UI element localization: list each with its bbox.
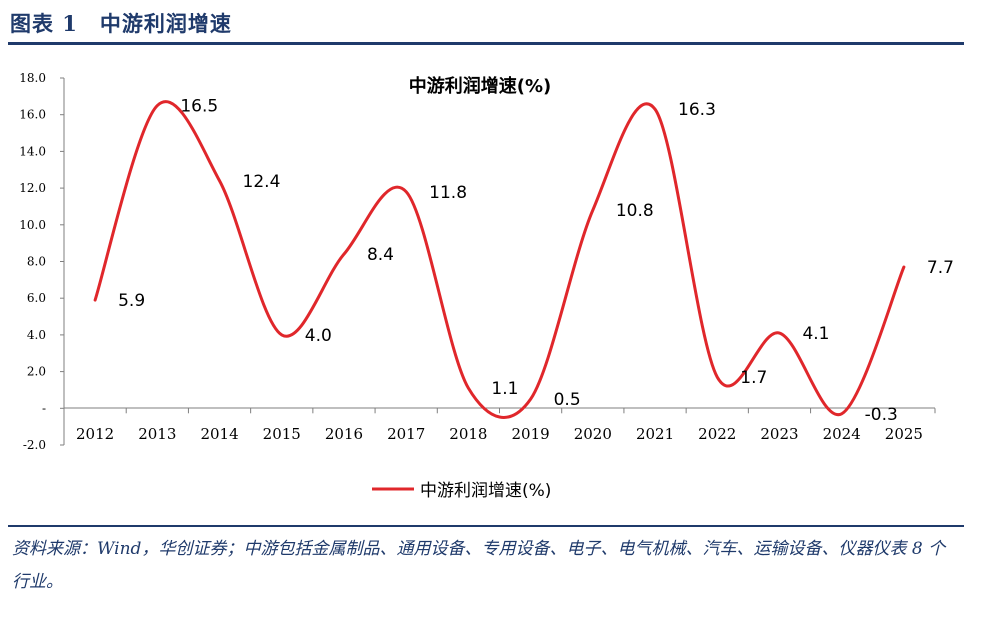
data-label: 4.1 (802, 324, 829, 344)
y-tick-label: 14.0 (19, 144, 46, 158)
x-tick-label: 2014 (200, 425, 238, 443)
data-label: 5.9 (118, 291, 145, 311)
source-note: 资料来源：Wind，华创证券；中游包括金属制品、通用设备、专用设备、电子、电气机… (12, 539, 946, 592)
data-point (654, 108, 656, 110)
line-chart: 中游利润增速(%) 18.0 16.0 14.0 12.0 10.0 8.0 6.0 4.0 2… (19, 71, 954, 501)
data-label: 1.1 (491, 379, 518, 399)
y-tick-label: -2.0 (23, 438, 46, 452)
data-point (530, 398, 532, 400)
x-tick-label: 2012 (76, 425, 114, 443)
series-line (93, 100, 906, 419)
data-point (405, 191, 407, 193)
data-label: 0.5 (554, 390, 581, 410)
y-axis-ticks: 18.0 16.0 14.0 12.0 10.0 8.0 6.0 4.0 2.0 - -2.0 (19, 71, 64, 452)
data-point (592, 209, 594, 211)
data-labels: 5.9 16.5 12.4 4.0 8.4 11.8 1.1 0.5 10.8 16.3 1.7 4.… (118, 97, 954, 425)
data-point (841, 413, 843, 415)
data-label: 16.3 (678, 100, 716, 120)
y-tick-label: 2.0 (27, 365, 46, 379)
data-label: 16.5 (180, 97, 218, 117)
data-label: 12.4 (243, 172, 281, 192)
y-tick-label: 12.0 (19, 181, 46, 195)
x-tick-label: 2016 (325, 425, 363, 443)
y-tick-label: 8.0 (27, 255, 46, 269)
x-tick-label: 2018 (449, 425, 487, 443)
data-label: 4.0 (305, 326, 332, 346)
legend-label: 中游利润增速(%) (420, 481, 551, 501)
y-tick-label: 16.0 (19, 108, 46, 122)
data-point (467, 387, 469, 389)
x-tick-label: 2015 (263, 425, 301, 443)
data-point (94, 299, 96, 301)
y-tick-label: 4.0 (27, 328, 46, 342)
data-point (219, 180, 221, 182)
y-tick-label: 6.0 (27, 291, 46, 305)
series-layer (93, 100, 906, 419)
x-tick-label: 2024 (823, 425, 861, 443)
legend: 中游利润增速(%) (372, 481, 551, 501)
x-tick-label: 2021 (636, 425, 674, 443)
y-tick-label: 10.0 (19, 218, 46, 232)
source-divider (8, 525, 964, 527)
x-tick-label: 2013 (138, 425, 176, 443)
data-point (281, 334, 283, 336)
data-label: 11.8 (429, 183, 467, 203)
data-label: 7.7 (927, 258, 954, 278)
data-label: -0.3 (865, 405, 898, 425)
title-divider (8, 42, 964, 45)
x-axis-ticks: 2012 2013 2014 2015 2016 2017 2018 2019 2020 2021… (63, 408, 936, 443)
y-tick-label: - (42, 401, 46, 415)
chart-title: 中游利润增速(%) (409, 75, 552, 97)
x-tick-label: 2017 (387, 425, 425, 443)
x-tick-label: 2023 (760, 425, 798, 443)
x-tick-label: 2022 (698, 425, 736, 443)
data-point (343, 253, 345, 255)
data-label: 1.7 (740, 368, 767, 388)
x-tick-label: 2019 (512, 425, 550, 443)
data-point (778, 332, 780, 334)
figure-title: 图表 1 中游利润增速 (10, 11, 232, 36)
data-label: 8.4 (367, 245, 394, 265)
y-tick-label: 18.0 (19, 71, 46, 85)
data-label: 10.8 (616, 201, 654, 221)
data-point (903, 266, 905, 268)
x-tick-label: 2020 (574, 425, 612, 443)
x-tick-label: 2025 (885, 425, 923, 443)
data-point (156, 105, 158, 107)
data-point (716, 376, 718, 378)
